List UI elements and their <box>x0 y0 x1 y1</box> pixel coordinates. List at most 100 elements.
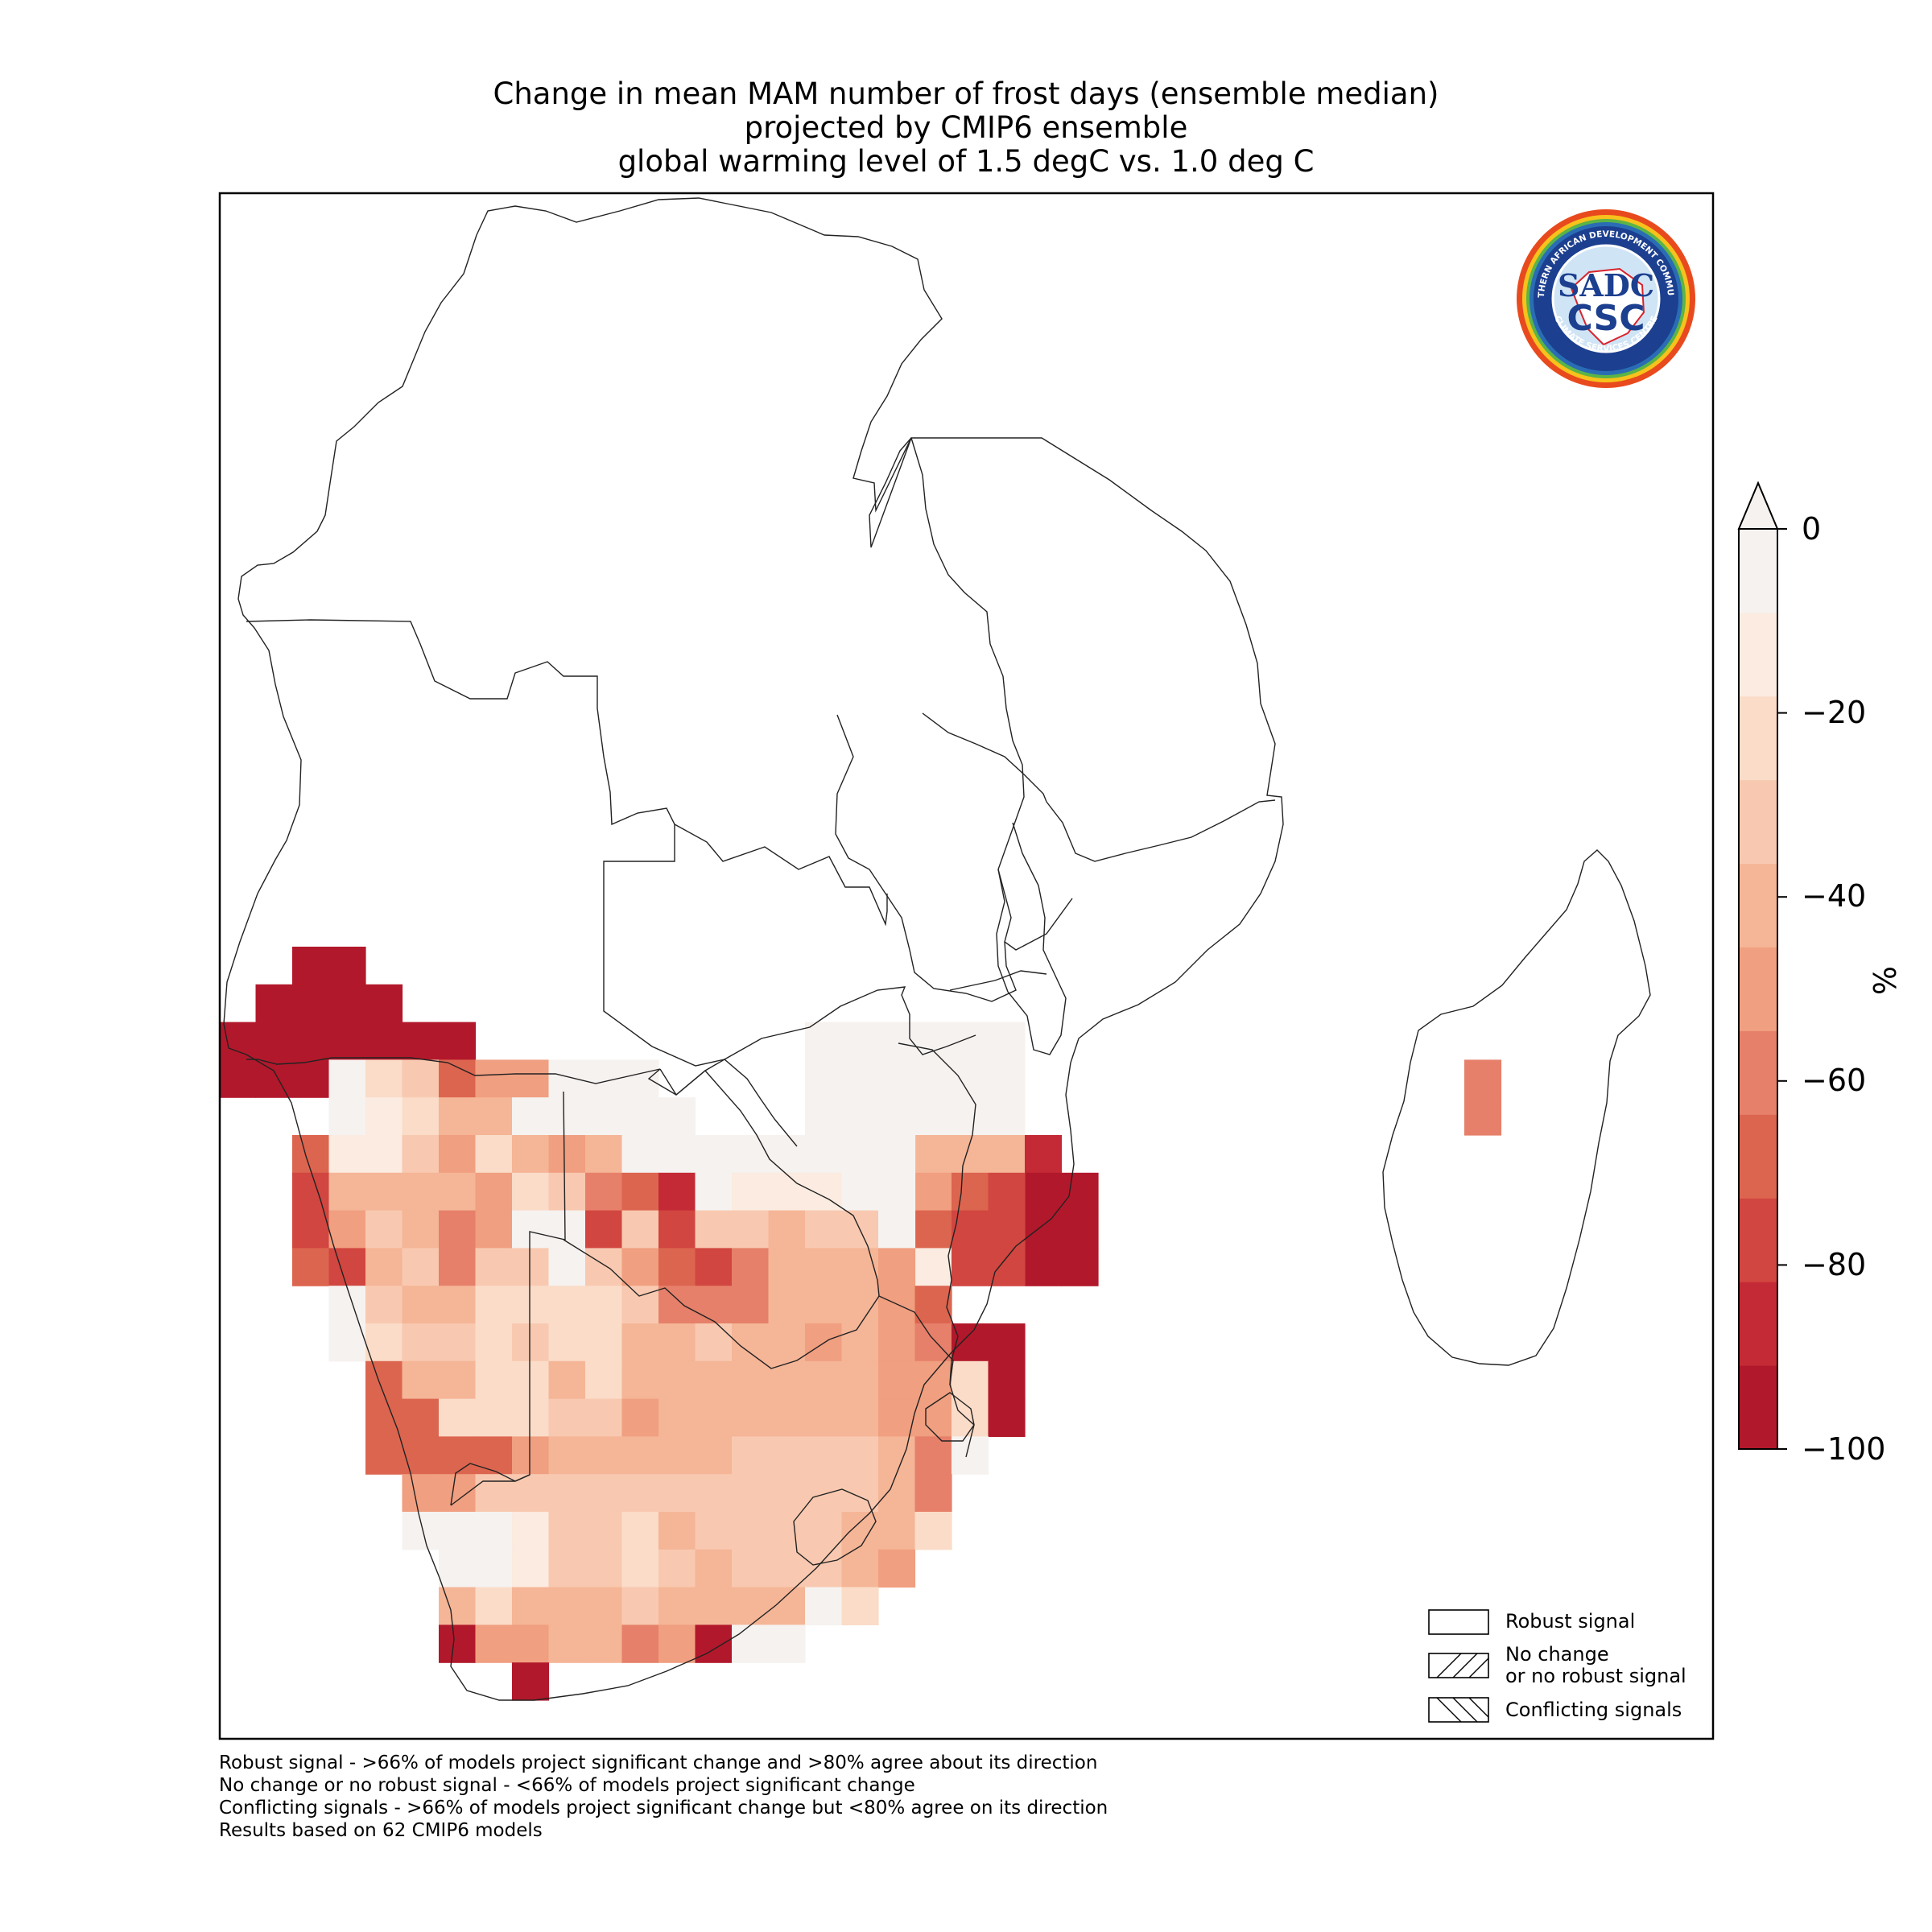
colorbar-tick-label: −40 <box>1802 878 1867 914</box>
heatmap-cell <box>585 1474 623 1513</box>
heatmap-cell <box>841 1135 879 1174</box>
heatmap-cell <box>512 1512 550 1550</box>
heatmap-cell <box>548 1286 586 1324</box>
heatmap-cell <box>695 1436 733 1475</box>
footnote-robust: Robust signal - >66% of models project s… <box>219 1752 1098 1773</box>
heatmap-cell <box>805 1549 843 1588</box>
heatmap-cell <box>585 1512 623 1550</box>
heatmap-cell <box>658 1549 696 1588</box>
heatmap-cell <box>732 1210 770 1249</box>
heatmap-cell <box>475 1172 513 1212</box>
heatmap-cell <box>365 1398 403 1437</box>
heatmap-cell <box>878 1286 916 1324</box>
heatmap-cell <box>512 1549 550 1588</box>
heatmap-cell <box>255 1022 293 1060</box>
heatmap-cell <box>914 1436 952 1475</box>
heatmap-cell <box>988 1323 1026 1362</box>
heatmap-cell <box>439 1436 477 1475</box>
heatmap-cell <box>621 1323 659 1362</box>
heatmap-cells <box>219 947 1502 1701</box>
heatmap-cell <box>878 1135 916 1174</box>
legend-conflicting-label: Conflicting signals <box>1505 1699 1682 1721</box>
heatmap-cell <box>365 1172 403 1212</box>
heatmap-cell <box>768 1248 806 1286</box>
colorbar-unit: % <box>1866 966 1901 996</box>
heatmap-cell <box>878 1097 916 1136</box>
colorbar-tickmarks <box>1777 528 1787 1450</box>
heatmap-cell <box>439 1097 477 1136</box>
border-drc-tanzania <box>910 437 1073 951</box>
heatmap-cell <box>805 1436 843 1475</box>
heatmap-cell <box>805 1286 843 1324</box>
logo-emblem: SOUTHERN AFRICAN DEVELOPMENT COMMUNITY C… <box>1511 200 1695 388</box>
heatmap-cell <box>914 1512 952 1550</box>
heatmap-cell <box>841 1323 879 1362</box>
logo-mark-csc: CSC <box>1567 298 1645 339</box>
heatmap-cell <box>585 1624 623 1663</box>
heatmap-cell <box>841 1097 879 1136</box>
heatmap-cell <box>732 1587 770 1625</box>
heatmap-cell <box>475 1323 513 1362</box>
map-frame <box>218 192 1715 1740</box>
heatmap-cell <box>585 1286 623 1324</box>
heatmap-cell <box>402 1398 440 1437</box>
colorbar-outline <box>1738 528 1778 1450</box>
heatmap-cell <box>878 1436 916 1475</box>
heatmap-cell <box>658 1436 696 1475</box>
heatmap-cell <box>695 1248 733 1286</box>
footnote-models: Results based on 62 CMIP6 models <box>219 1820 543 1841</box>
heatmap-cell <box>512 1360 550 1400</box>
heatmap-cell <box>292 1210 330 1249</box>
heatmap-cell <box>328 1323 366 1362</box>
legend-swatches <box>1428 1609 1489 1723</box>
heatmap-cell <box>512 1059 550 1098</box>
border-south-africa-namibia <box>450 1474 530 1506</box>
heatmap-cell <box>1025 1210 1063 1249</box>
heatmap-cell <box>548 1436 586 1475</box>
heatmap-cell <box>805 1398 843 1437</box>
heatmap-cell <box>402 1512 440 1550</box>
heatmap-cell <box>512 1172 550 1212</box>
heatmap-cell <box>585 1360 623 1400</box>
heatmap-cell <box>658 1624 696 1663</box>
heatmap-cell <box>439 1398 477 1437</box>
heatmap-cell <box>585 1436 623 1475</box>
heatmap-cell <box>914 1172 952 1212</box>
heatmap-cell <box>841 1022 879 1060</box>
heatmap-cell <box>768 1398 806 1437</box>
heatmap-cell <box>365 1097 403 1136</box>
heatmap-cell <box>732 1360 770 1400</box>
heatmap-cell <box>878 1172 916 1212</box>
heatmap-cell <box>914 1248 952 1286</box>
border-angola-namibia <box>246 1057 798 1147</box>
heatmap-cell <box>805 1135 843 1174</box>
colorbar-band <box>1739 1030 1777 1115</box>
heatmap-cell <box>475 1474 513 1513</box>
heatmap-cell <box>548 1474 586 1513</box>
heatmap-cell <box>475 1587 513 1625</box>
border-mozambique-inner <box>949 970 1047 991</box>
heatmap-cell <box>952 1097 989 1136</box>
border-botswana-zimbabwe <box>659 1068 880 1297</box>
heatmap-cell <box>732 1323 770 1362</box>
heatmap-cell <box>988 1022 1026 1060</box>
heatmap-cell <box>952 1248 989 1286</box>
heatmap-cell <box>841 1474 879 1513</box>
border-zambia-zimbabwe <box>724 986 976 1060</box>
heatmap-cell <box>439 1210 477 1249</box>
sadc-csc-logo: SOUTHERN AFRICAN DEVELOPMENT COMMUNITY C… <box>1511 200 1697 390</box>
colorbar-tick-label: −80 <box>1802 1247 1867 1282</box>
heatmap-cell <box>658 1474 696 1513</box>
heatmap-cell <box>548 1624 586 1663</box>
heatmap-cell <box>878 1059 916 1098</box>
heatmap-cell <box>841 1398 879 1437</box>
heatmap-cell <box>1464 1059 1502 1098</box>
heatmap-cell <box>621 1135 659 1174</box>
border-tanzania-north <box>869 437 912 548</box>
heatmap-cell <box>365 1323 403 1362</box>
title-line-2: projected by CMIP6 ensemble <box>744 110 1188 145</box>
heatmap-cell <box>475 1097 513 1136</box>
heatmap-cell <box>475 1135 513 1174</box>
heatmap-cell <box>439 1022 477 1060</box>
heatmap-cell <box>952 1360 989 1400</box>
